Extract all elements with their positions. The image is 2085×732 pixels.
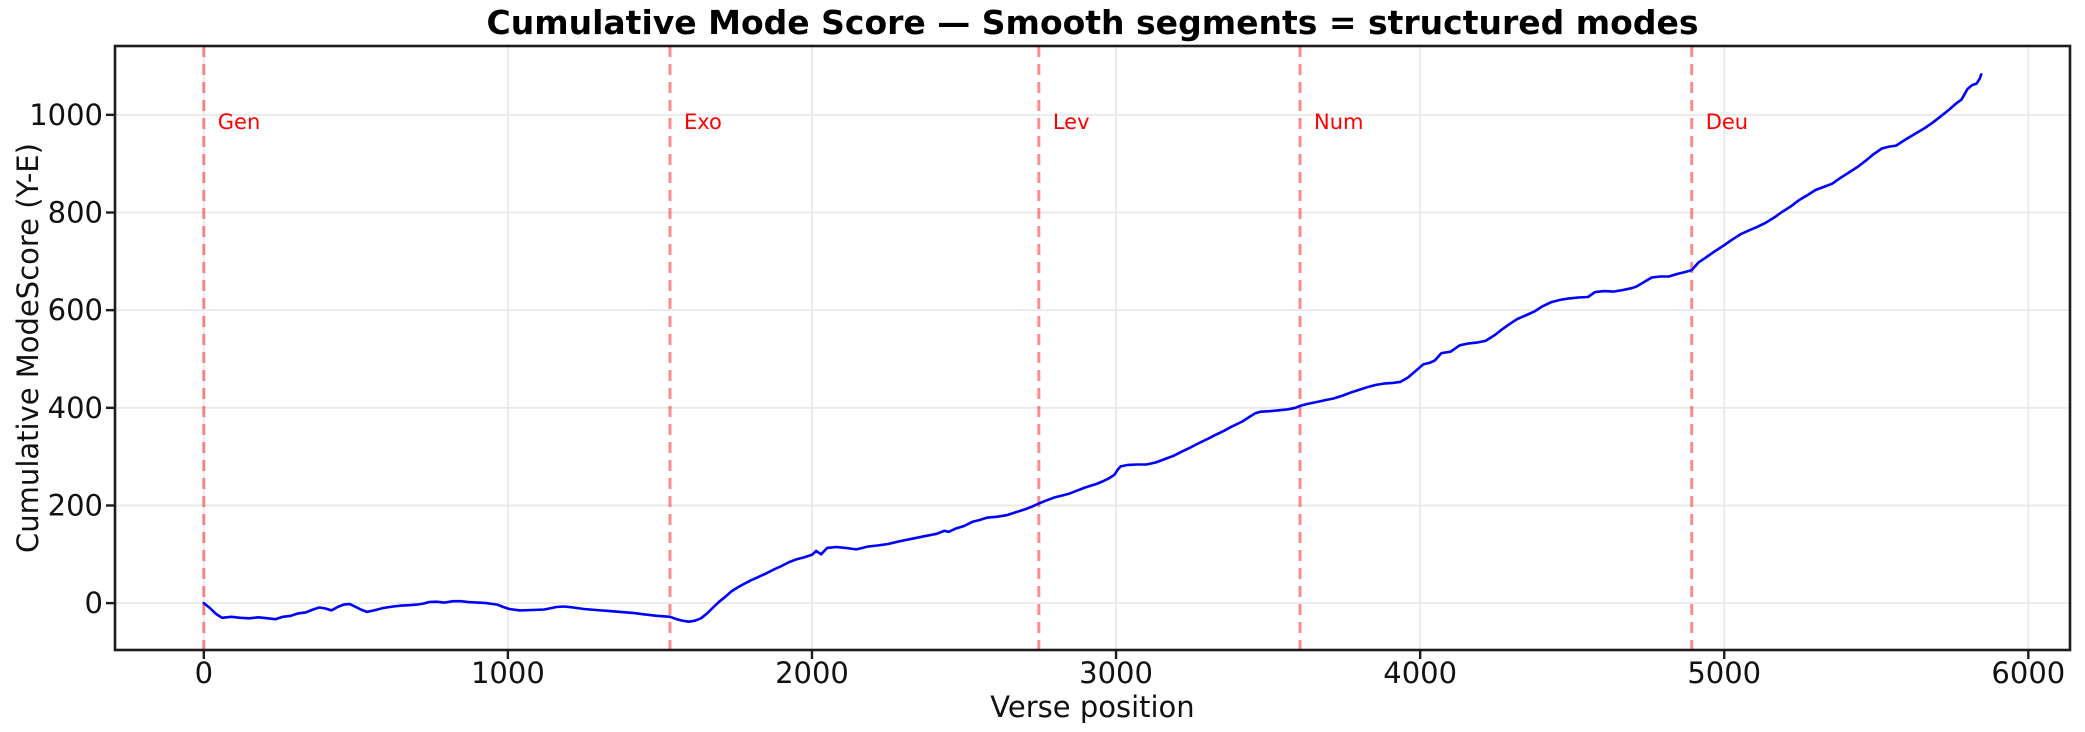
book-label-num: Num: [1314, 110, 1363, 134]
y-tick-label: 400: [48, 391, 103, 425]
x-axis-label: Verse position: [990, 690, 1195, 724]
book-label-gen: Gen: [218, 110, 261, 134]
y-tick-label: 800: [48, 196, 103, 230]
series-line: [202, 73, 1983, 624]
x-tick-label: 6000: [1991, 656, 2065, 690]
y-tick-label: 0: [85, 586, 103, 620]
x-tick-label: 1000: [471, 656, 545, 690]
x-tick-label: 4000: [1383, 656, 1457, 690]
y-tick-label: 600: [48, 293, 103, 327]
book-label-deu: Deu: [1706, 110, 1748, 134]
book-label-exo: Exo: [684, 110, 722, 134]
y-tick-label: 1000: [29, 98, 103, 132]
x-tick-label: 0: [195, 656, 213, 690]
x-tick-label: 2000: [775, 656, 849, 690]
chart-title: Cumulative Mode Score — Smooth segments …: [486, 3, 1699, 42]
book-label-lev: Lev: [1053, 110, 1090, 134]
x-tick-label: 5000: [1687, 656, 1761, 690]
y-tick-label: 200: [48, 488, 103, 522]
x-tick-label: 3000: [1079, 656, 1153, 690]
axes-spines: [113, 44, 2072, 652]
